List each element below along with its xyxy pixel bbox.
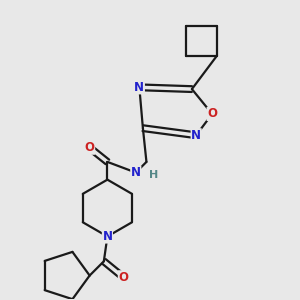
Text: H: H — [149, 170, 158, 180]
Text: O: O — [207, 107, 217, 121]
Text: N: N — [131, 166, 141, 179]
Text: O: O — [118, 271, 128, 284]
Text: O: O — [85, 141, 94, 154]
Text: N: N — [102, 230, 112, 243]
Text: N: N — [134, 81, 144, 94]
Text: N: N — [191, 129, 201, 142]
